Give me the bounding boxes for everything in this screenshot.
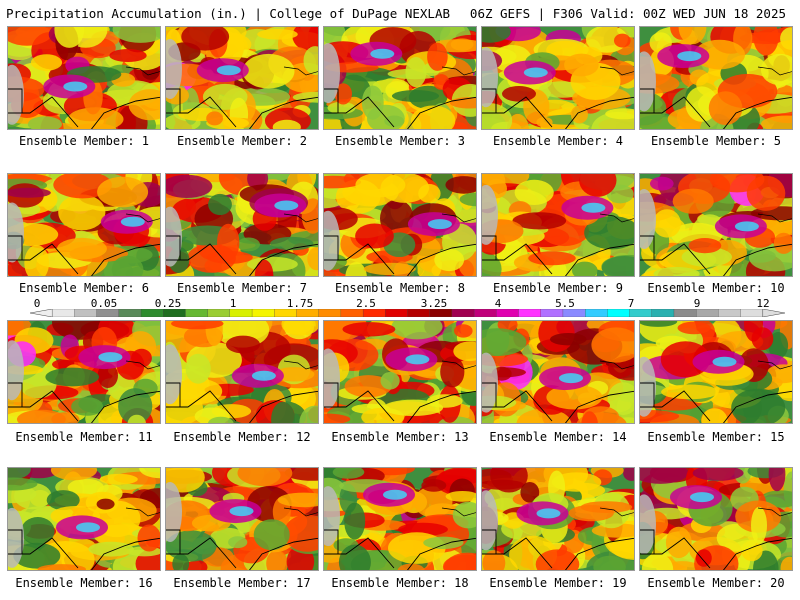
ensemble-member-label: Ensemble Member: 16 <box>15 576 153 590</box>
ensemble-map-panel <box>165 26 319 130</box>
ensemble-member-label: Ensemble Member: 15 <box>647 430 785 444</box>
ensemble-map-panel <box>323 467 477 571</box>
ensemble-map-panel <box>165 320 319 424</box>
colorbar-tick-label: 7 <box>627 297 635 310</box>
colorbar-tick-label: 1.75 <box>286 297 314 310</box>
ensemble-map-panel <box>481 173 635 277</box>
map-title: Precipitation Accumulation (in.) | Colle… <box>6 6 451 21</box>
colorbar-tick-label: 12 <box>756 297 770 310</box>
ensemble-member-label: Ensemble Member: 11 <box>15 430 153 444</box>
ensemble-member-label: Ensemble Member: 2 <box>176 134 308 148</box>
ensemble-member-label: Ensemble Member: 7 <box>176 281 308 295</box>
ensemble-member-label: Ensemble Member: 10 <box>647 281 785 295</box>
colorbar-tick-label: 2.5 <box>356 297 376 310</box>
ensemble-map-panel <box>7 26 161 130</box>
ensemble-map-panel <box>165 173 319 277</box>
ensemble-member-label: Ensemble Member: 3 <box>334 134 466 148</box>
ensemble-map-panel <box>639 467 793 571</box>
colorbar-tick-label: 4 <box>494 297 502 310</box>
ensemble-member-label: Ensemble Member: 17 <box>173 576 311 590</box>
ensemble-member-label: Ensemble Member: 5 <box>650 134 782 148</box>
ensemble-member-label: Ensemble Member: 1 <box>18 134 150 148</box>
ensemble-map-panel <box>639 320 793 424</box>
ensemble-map-panel <box>481 320 635 424</box>
ensemble-member-label: Ensemble Member: 6 <box>18 281 150 295</box>
colorbar-tick-label: 5.5 <box>555 297 575 310</box>
ensemble-map-panel <box>7 467 161 571</box>
colorbar-tick-label: 0.25 <box>154 297 182 310</box>
colorbar-tick-label: 0 <box>33 297 41 310</box>
ensemble-member-label: Ensemble Member: 12 <box>173 430 311 444</box>
ensemble-map-panel <box>165 467 319 571</box>
run-valid-time: 06Z GEFS | F306 Valid: 00Z WED JUN 18 20… <box>469 6 786 21</box>
ensemble-map-panel <box>481 26 635 130</box>
ensemble-map-panel <box>323 173 477 277</box>
ensemble-member-label: Ensemble Member: 19 <box>489 576 627 590</box>
ensemble-member-label: Ensemble Member: 14 <box>489 430 627 444</box>
colorbar-tick-label: 9 <box>693 297 701 310</box>
ensemble-map-panel <box>7 173 161 277</box>
colorbar-tick-label: 1 <box>229 297 237 310</box>
ensemble-member-label: Ensemble Member: 8 <box>334 281 466 295</box>
ensemble-member-label: Ensemble Member: 18 <box>331 576 469 590</box>
colorbar-tick-label: 0.05 <box>90 297 118 310</box>
precip-colorbar <box>30 309 785 317</box>
ensemble-map-panel <box>639 173 793 277</box>
ensemble-map-panel <box>323 26 477 130</box>
ensemble-member-label: Ensemble Member: 20 <box>647 576 785 590</box>
ensemble-map-panel <box>639 26 793 130</box>
ensemble-member-label: Ensemble Member: 4 <box>492 134 624 148</box>
ensemble-map-panel <box>323 320 477 424</box>
ensemble-map-panel <box>7 320 161 424</box>
ensemble-member-label: Ensemble Member: 9 <box>492 281 624 295</box>
colorbar-tick-label: 3.25 <box>420 297 448 310</box>
ensemble-member-label: Ensemble Member: 13 <box>331 430 469 444</box>
ensemble-map-panel <box>481 467 635 571</box>
